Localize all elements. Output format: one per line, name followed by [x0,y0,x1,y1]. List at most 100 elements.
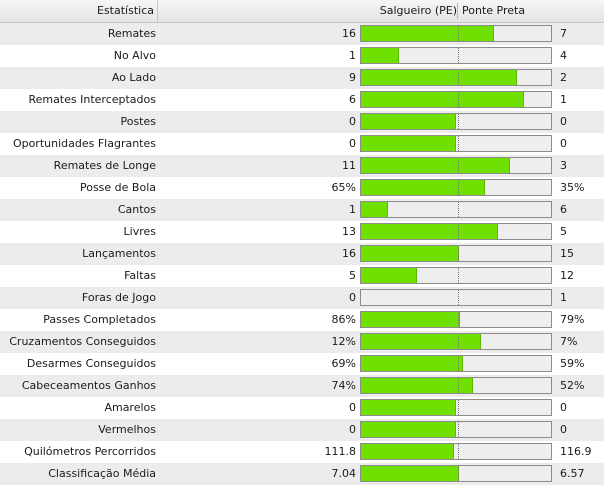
comparison-bar [360,267,552,284]
table-row: Passes Completados 86% 79% [0,309,604,331]
midpoint-marker [458,180,459,195]
away-value: 52% [560,379,585,392]
table-row: Desarmes Conseguidos 69% 59% [0,353,604,375]
midpoint-marker [458,378,459,393]
stat-label: Ao Lado [111,71,156,84]
home-share-fill [361,202,388,217]
away-value: 2 [560,71,567,84]
comparison-bar [360,91,552,108]
home-value: 5 [349,269,356,282]
comparison-bar [360,113,552,130]
comparison-bar [360,355,552,372]
table-row: Livres 13 5 [0,221,604,243]
home-value: 0 [349,401,356,414]
home-share-fill [361,312,460,327]
comparison-bar [360,223,552,240]
table-row: Faltas 5 12 [0,265,604,287]
table-row: Oportunidades Flagrantes 0 0 [0,133,604,155]
stat-label: Oportunidades Flagrantes [12,137,156,150]
stat-label: Amarelos [104,401,156,414]
column-header-home-team[interactable]: Salgueiro (PE) [360,0,457,22]
comparison-bar [360,311,552,328]
stat-label: Cruzamentos Conseguidos [9,335,156,348]
stat-label: Quilómetros Percorridos [24,445,156,458]
home-value: 86% [331,313,356,326]
home-value: 111.8 [324,445,357,458]
midpoint-marker [458,70,459,85]
home-share-fill [361,422,456,437]
away-value: 1 [560,291,567,304]
stat-label: Vermelhos [98,423,156,436]
midpoint-marker [458,136,459,151]
stat-label: Passes Completados [43,313,156,326]
stat-label: No Alvo [113,49,156,62]
away-value: 0 [560,137,567,150]
home-share-fill [361,158,510,173]
comparison-bar [360,179,552,196]
midpoint-marker [458,400,459,415]
table-row: Foras de Jogo 0 1 [0,287,604,309]
home-share-fill [361,334,481,349]
away-value: 7% [560,335,578,348]
comparison-bar [360,157,552,174]
home-value: 1 [349,49,356,62]
home-value: 74% [331,379,356,392]
table-row: Lançamentos 16 15 [0,243,604,265]
comparison-bar [360,399,552,416]
home-share-fill [361,114,456,129]
home-share-fill [361,224,498,239]
home-value: 11 [342,159,356,172]
home-value: 16 [342,247,356,260]
midpoint-marker [458,26,459,41]
away-value: 6 [560,203,567,216]
comparison-bar [360,333,552,350]
comparison-bar [360,201,552,218]
away-value: 4 [560,49,567,62]
midpoint-marker [458,114,459,129]
away-value: 15 [560,247,574,260]
stat-label: Livres [123,225,156,238]
table-row: Classificação Média 7.04 6.57 [0,463,604,485]
comparison-bar [360,69,552,86]
stat-label: Remates de Longe [53,159,156,172]
stat-label: Postes [120,115,156,128]
table-row: Cruzamentos Conseguidos 12% 7% [0,331,604,353]
table-row: Quilómetros Percorridos 111.8 116.9 [0,441,604,463]
away-value: 116.9 [560,445,592,458]
table-row: No Alvo 1 4 [0,45,604,67]
home-share-fill [361,268,417,283]
home-value: 69% [331,357,356,370]
header-divider [457,3,458,19]
table-row: Posse de Bola 65% 35% [0,177,604,199]
away-value: 35% [560,181,585,194]
home-share-fill [361,180,485,195]
midpoint-marker [458,444,459,459]
stats-rows: Remates 16 7 No Alvo 1 4 Ao Lado 9 2 Remates Inte… [0,23,604,485]
home-share-fill [361,246,459,261]
table-row: Cabeceamentos Ganhos 74% 52% [0,375,604,397]
midpoint-marker [458,356,459,371]
home-value: 0 [349,423,356,436]
home-share-fill [361,400,456,415]
midpoint-marker [458,334,459,349]
home-share-fill [361,378,473,393]
midpoint-marker [458,290,459,305]
column-header-away-team[interactable]: Ponte Preta [462,4,526,17]
stat-label: Cabeceamentos Ganhos [21,379,156,392]
comparison-bar [360,245,552,262]
home-share-fill [361,444,454,459]
table-row: Amarelos 0 0 [0,397,604,419]
home-share-fill [361,48,399,63]
home-value: 1 [349,203,356,216]
midpoint-marker [458,246,459,261]
stat-label: Cantos [117,203,156,216]
home-share-fill [361,466,459,481]
home-value: 9 [349,71,356,84]
table-row: Remates Interceptados 6 1 [0,89,604,111]
column-header-statistic[interactable]: Estatística [0,0,158,22]
comparison-bar [360,289,552,306]
comparison-bar [360,135,552,152]
away-value: 0 [560,115,567,128]
comparison-bar [360,47,552,64]
